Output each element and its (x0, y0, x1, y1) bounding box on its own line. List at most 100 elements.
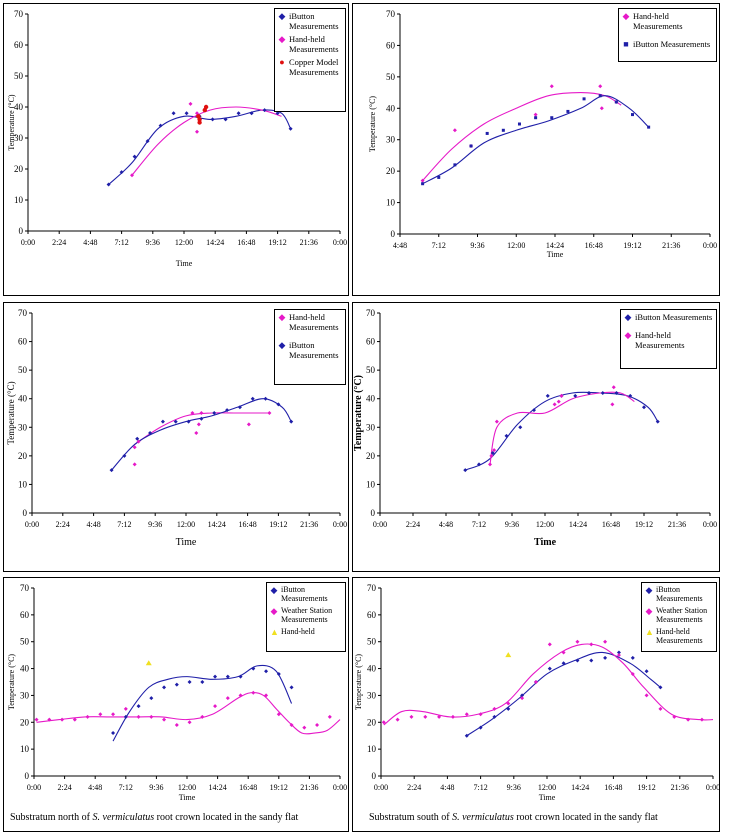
data-point (135, 436, 140, 441)
data-point (616, 653, 621, 658)
data-point (532, 408, 536, 413)
y-tick-label: 30 (367, 690, 377, 700)
data-point (123, 706, 128, 711)
data-point (246, 422, 251, 427)
x-tick-label: 4:48 (440, 783, 454, 792)
data-point (145, 139, 150, 144)
x-tick-label: 4:48 (88, 783, 102, 792)
chart-caption-5: Substratum north of S. vermiculatus root… (10, 812, 298, 823)
legend-marker: ◆ (624, 330, 632, 340)
data-point (162, 685, 167, 690)
data-point (213, 674, 218, 679)
y-tick-label: 50 (367, 637, 377, 647)
legend-item: ◆ iButton Measurements (278, 340, 342, 360)
data-point (628, 393, 633, 398)
y-tick-label: 10 (367, 744, 377, 754)
data-point (395, 717, 400, 722)
data-point (264, 693, 269, 698)
data-point (420, 178, 425, 183)
trend-line (36, 692, 341, 735)
data-point (130, 173, 134, 178)
data-point (598, 84, 603, 89)
data-point (210, 117, 215, 122)
legend-label: Hand-held Measurements (289, 34, 339, 54)
data-point (477, 462, 481, 467)
trend-line (383, 643, 714, 726)
data-point (288, 126, 293, 131)
data-point (501, 128, 505, 132)
data-point (506, 706, 511, 711)
legend-marker: ◆ (278, 340, 286, 350)
x-tick-label: 0:00 (21, 238, 35, 247)
y-tick-label: 50 (14, 71, 24, 81)
chart-panel-3: 0 10 20 30 40 50 60 70 0:00 2:24 4:48 7:12 9:36 12:00… (3, 302, 349, 572)
legend-label: Hand-held Measurements (289, 312, 339, 332)
x-tick-label: 16:48 (604, 783, 622, 792)
legend-label: iButton Measurements (289, 11, 339, 31)
data-point (381, 720, 386, 725)
trend-line (111, 398, 292, 471)
data-point (423, 714, 428, 719)
data-point (34, 717, 39, 722)
x-tick-label: 0:00 (374, 783, 388, 792)
data-point (122, 453, 127, 458)
data-point (262, 108, 267, 113)
y-tick-label: 10 (386, 198, 396, 208)
data-point (158, 123, 163, 128)
data-point (212, 411, 217, 415)
y-tick-label: 40 (366, 394, 376, 404)
data-point (603, 655, 608, 660)
legend-marker: ◆ (278, 312, 286, 322)
data-point (587, 391, 591, 395)
x-tick-label: 14:24 (208, 783, 226, 792)
legend-label: Copper Model Measurements (289, 57, 339, 77)
x-tick-label: 9:36 (470, 241, 484, 250)
data-point (194, 431, 199, 435)
y-tick-label: 30 (386, 135, 396, 145)
data-point (160, 419, 165, 424)
y-tick-label: 60 (386, 40, 396, 50)
legend-label: Hand-held (281, 627, 315, 636)
legend-label: iButton Measurements (635, 312, 713, 322)
x-tick-label: 12:00 (538, 783, 556, 792)
data-point (136, 704, 141, 709)
y-tick-label: 0 (372, 771, 377, 781)
data-point (174, 722, 179, 727)
legend-item: ◆ iButton Measurements (278, 11, 342, 31)
data-point (171, 111, 176, 116)
y-tick-label: 40 (367, 664, 377, 674)
y-tick-label: 0 (19, 226, 24, 236)
chart-legend-2: ◆ Hand-held Measurements ■ iButton Measure… (618, 8, 717, 62)
data-point (598, 94, 602, 98)
x-tick-label: 7:12 (114, 238, 128, 247)
data-point (200, 714, 205, 719)
data-point (492, 706, 497, 711)
legend-marker: ■ (623, 39, 629, 49)
data-point (469, 144, 473, 148)
data-point (213, 704, 218, 709)
data-point (575, 639, 580, 644)
y-tick-label: 10 (366, 479, 376, 489)
data-point (132, 462, 137, 467)
x-tick-label: 19:12 (637, 783, 655, 792)
data-point (132, 154, 137, 159)
trend-line (134, 412, 270, 445)
data-point (566, 109, 570, 113)
data-point (658, 685, 663, 690)
legend-label: Hand-held Measurements (633, 11, 683, 31)
legend-label: Weather Station Measurements (281, 606, 333, 624)
legend-marker: ◆ (645, 585, 653, 595)
data-point (289, 685, 294, 690)
data-point (616, 650, 621, 655)
legend-item: ◆ Hand-held Measurements (624, 330, 713, 350)
legend-label: Weather Station Measurements (656, 606, 708, 624)
data-point (464, 733, 469, 738)
chart-legend-6: ◆ iButton Measurements ◆ Weather Station M… (641, 582, 717, 652)
data-point (289, 722, 294, 727)
x-tick-label: 14:24 (571, 783, 589, 792)
data-point (520, 693, 525, 698)
data-point (409, 714, 414, 719)
x-tick-label: 16:48 (602, 520, 620, 529)
data-point (251, 690, 256, 695)
data-point (267, 411, 272, 415)
